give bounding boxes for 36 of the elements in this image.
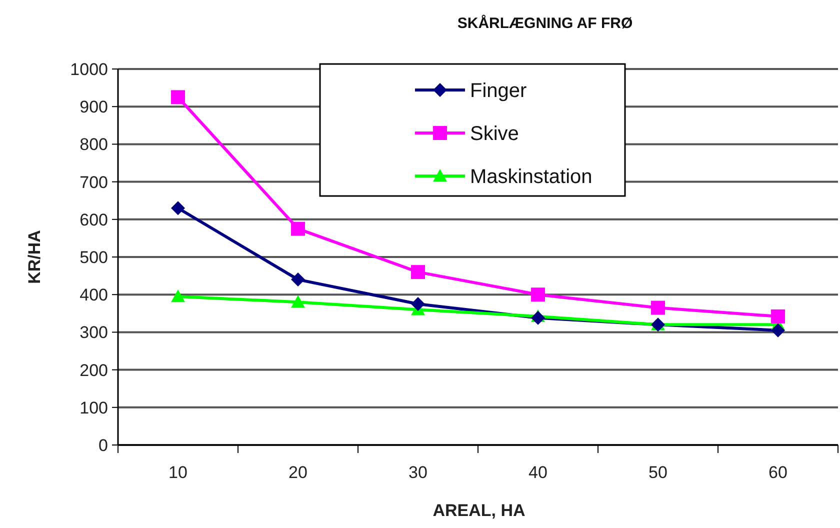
x-tick-label: 20	[288, 463, 308, 482]
y-axis-title: KR/HA	[25, 230, 44, 284]
y-tick-label: 0	[98, 436, 108, 455]
x-tick-label: 50	[648, 463, 668, 482]
y-tick-label: 700	[80, 172, 108, 192]
legend-label: Skive	[470, 123, 519, 145]
x-tick-label: 60	[768, 463, 788, 482]
point	[531, 310, 545, 325]
y-tick-label: 900	[80, 98, 108, 117]
y-tick-label: 800	[80, 135, 108, 154]
point	[171, 289, 185, 302]
x-axis-title: AREAL, HA	[432, 501, 526, 520]
y-tick-label: 300	[80, 323, 108, 342]
x-tick-label: 30	[408, 463, 428, 482]
y-tick-label: 600	[80, 210, 108, 230]
point	[171, 90, 185, 104]
y-tick-label: 1000	[70, 60, 108, 79]
legend-label: Maskinstation	[470, 166, 592, 188]
x-tick-label: 40	[528, 463, 548, 482]
point	[531, 288, 545, 302]
y-tick-label: 100	[80, 398, 108, 418]
point	[651, 300, 665, 315]
y-tick-label: 500	[80, 248, 108, 267]
x-tick-label: 10	[168, 463, 188, 482]
point	[171, 201, 185, 216]
chart-title: SKÅRLÆGNING AF FRØ	[457, 14, 633, 32]
y-tick-label: 200	[80, 360, 108, 380]
point	[411, 297, 425, 311]
point	[291, 272, 305, 287]
point	[771, 309, 785, 324]
point	[291, 295, 305, 308]
point	[411, 265, 425, 280]
point	[771, 323, 785, 338]
legend-label: Finger	[470, 80, 528, 102]
y-tick-label: 400	[80, 286, 108, 305]
point	[291, 222, 305, 236]
